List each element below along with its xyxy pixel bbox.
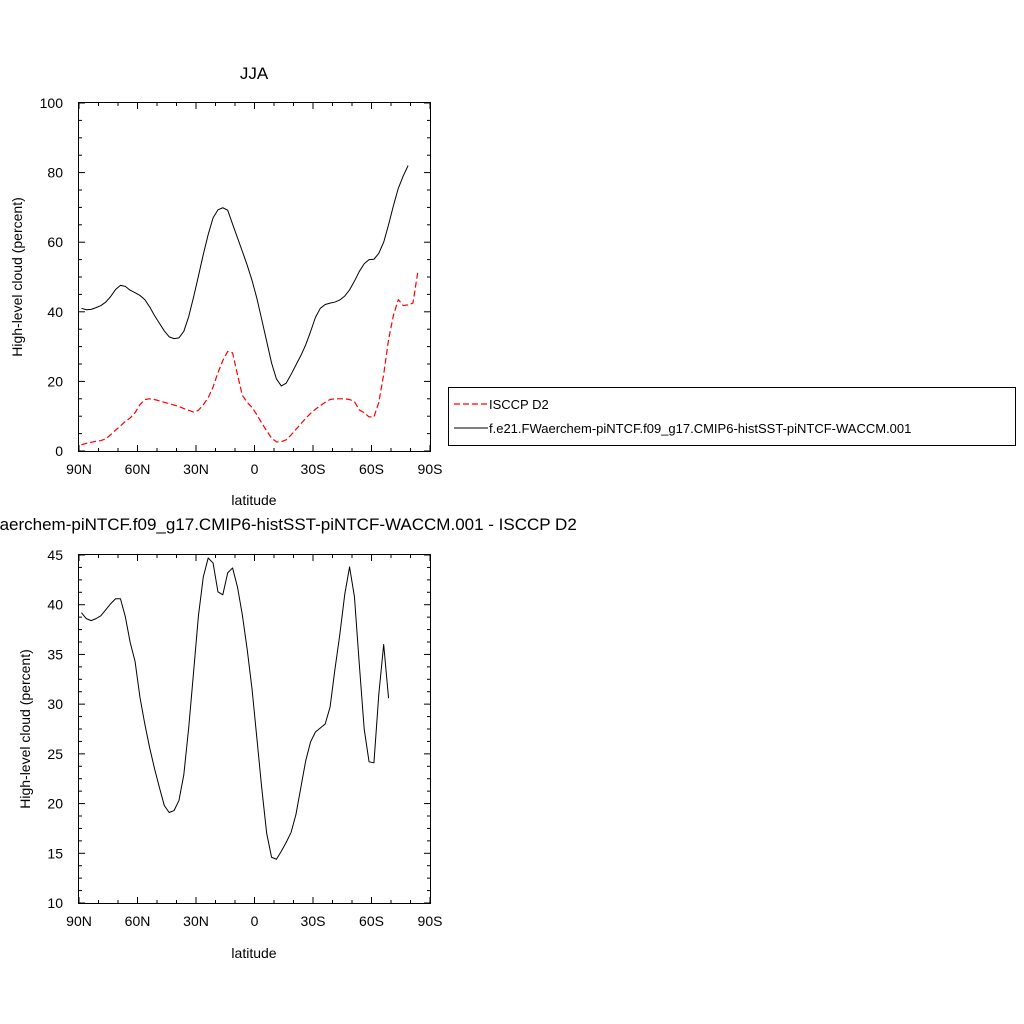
bottom-x-tick-label: 90N (66, 913, 92, 929)
top-y-tick-label: 20 (47, 373, 63, 389)
top-x-tick-label: 60N (125, 461, 151, 477)
bottom-chart-y-axis-label: High-level cloud (percent) (17, 649, 33, 809)
bottom-x-tick-label: 30N (183, 913, 209, 929)
bottom-x-tick-label: 90S (418, 913, 443, 929)
top-chart-plot-frame (78, 102, 431, 452)
bottom-chart-title: f.e21.FWaerchem-piNTCF.f09_g17.CMIP6-his… (0, 515, 577, 534)
top-y-tick-label: 80 (47, 165, 63, 181)
top-y-tick-label: 40 (47, 304, 63, 320)
top-chart-series-group (81, 165, 419, 446)
bottom-y-tick-label: 45 (47, 547, 63, 563)
bottom-y-tick-label: 30 (47, 696, 63, 712)
bottom-x-tick-label: 60N (125, 913, 151, 929)
top-chart-ticks: 90N 60N 30N 0 30S 60S 90S 0 20 40 60 80 100 (40, 95, 443, 477)
top-y-tick-label: 0 (55, 443, 63, 459)
bottom-x-tick-label: 0 (251, 913, 259, 929)
bottom-y-tick-label: 10 (47, 895, 63, 911)
top-chart-y-axis-label: High-level cloud (percent) (9, 197, 25, 357)
bottom-y-tick-label: 25 (47, 746, 63, 762)
top-x-tick-label: 60S (359, 461, 384, 477)
top-y-tick-label: 100 (40, 95, 64, 111)
bottom-chart-ticks: 90N 60N 30N 0 30S 60S 90S 10 15 20 25 30 35 40 45 (47, 547, 442, 929)
bottom-series-line-model (81, 557, 390, 860)
top-chart-legend: ISCCP D2 f.e21.FWaerchem-piNTCF.f09_g17.… (448, 387, 1016, 446)
bottom-y-tick-label: 35 (47, 646, 63, 662)
top-x-tick-label: 30N (183, 461, 209, 477)
top-chart-panel: JJA 90N 60N 30N 0 30S 60S 90S 0 20 40 60 80 100 lati… (9, 64, 442, 508)
bottom-x-tick-label: 60S (359, 913, 384, 929)
bottom-chart-x-axis-label: latitude (231, 945, 276, 961)
top-y-tick-label: 60 (47, 234, 63, 250)
top-series-line-isccp (81, 271, 419, 446)
bottom-y-tick-label: 20 (47, 796, 63, 812)
top-x-tick-label: 30S (301, 461, 326, 477)
bottom-chart-panel: f.e21.FWaerchem-piNTCF.f09_g17.CMIP6-his… (0, 515, 577, 961)
legend-label-model: f.e21.FWaerchem-piNTCF.f09_g17.CMIP6-his… (489, 421, 911, 436)
bottom-y-tick-label: 15 (47, 845, 63, 861)
bottom-y-tick-label: 40 (47, 597, 63, 613)
top-x-tick-label: 90N (66, 461, 92, 477)
top-chart-title: JJA (240, 64, 269, 83)
bottom-chart-plot-frame (78, 554, 431, 904)
top-series-line-model (81, 165, 409, 387)
legend-box (448, 387, 1016, 446)
legend-label-isccp: ISCCP D2 (489, 397, 549, 412)
top-x-tick-label: 0 (251, 461, 259, 477)
bottom-chart-series-group (81, 557, 390, 860)
top-chart-x-axis-label: latitude (231, 492, 276, 508)
top-x-tick-label: 90S (418, 461, 443, 477)
bottom-x-tick-label: 30S (301, 913, 326, 929)
